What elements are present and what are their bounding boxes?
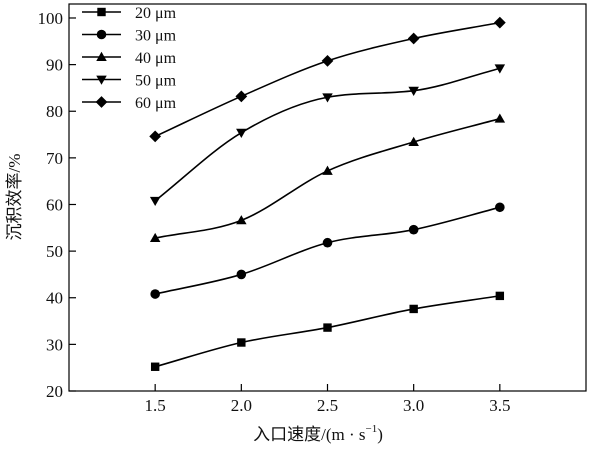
legend-label: 50 μm (135, 73, 177, 90)
x-tick-label: 2.0 (231, 396, 252, 415)
y-tick-label: 40 (46, 289, 63, 308)
legend: 20 μm 30 μm 40 μm 50 μm 60 μm (82, 5, 177, 112)
data-point-series-3 (236, 215, 247, 225)
data-point-series-1 (237, 338, 246, 347)
ticks: 20 30 40 50 60 70 80 90 100 1.5 2.0 2.5 3.0 3.5 (38, 9, 511, 415)
data-point-series-2 (408, 224, 419, 235)
x-tick-label: 3.0 (403, 396, 424, 415)
data-point-series-1 (150, 362, 160, 371)
data-point-series-2 (150, 289, 160, 299)
x-tick-label: 3.5 (489, 396, 510, 415)
data-point-series-5 (321, 55, 334, 67)
y-tick-label: 100 (38, 9, 64, 28)
data-point-series-1 (323, 323, 332, 332)
y-tick-label: 20 (46, 382, 63, 401)
y-tick-label: 30 (46, 335, 63, 354)
data-point-series-5 (493, 16, 506, 29)
x-tick-label: 2.5 (317, 396, 338, 415)
x-axis-title-close: ) (377, 425, 383, 444)
data-point-series-4 (149, 196, 161, 207)
data-point-series-3 (494, 113, 506, 123)
series-lines (154, 21, 501, 368)
data-point-series-5 (235, 90, 248, 103)
legend-label: 30 μm (135, 28, 177, 45)
legend-label: 40 μm (135, 50, 177, 67)
x-axis-title: 入口速度/(m · s−1) (253, 423, 383, 444)
data-point-series-5 (149, 130, 162, 143)
y-tick-label: 90 (46, 56, 63, 75)
y-tick-label: 50 (46, 242, 63, 261)
data-point-series-4 (408, 86, 419, 96)
data-point-series-3 (408, 136, 419, 146)
data-point-series-5 (407, 32, 420, 45)
series-line-4 (154, 67, 501, 202)
data-point-series-4 (236, 128, 247, 138)
y-tick-label: 80 (46, 102, 63, 121)
x-axis-title-superscript: −1 (366, 423, 378, 435)
data-point-series-1 (409, 304, 418, 314)
series-line-2 (154, 206, 501, 295)
legend-label: 20 μm (135, 5, 177, 22)
data-point-series-4 (322, 93, 333, 103)
data-point-series-3 (149, 232, 161, 243)
series-line-3 (155, 117, 501, 239)
y-tick-label: 60 (46, 195, 63, 214)
data-point-series-2 (236, 269, 247, 280)
data-point-series-2 (495, 202, 505, 213)
x-tick-label: 1.5 (145, 396, 166, 415)
data-point-series-4 (494, 64, 506, 74)
data-point-series-2 (322, 237, 333, 248)
data-point-series-3 (322, 165, 333, 175)
legend-marker (95, 96, 108, 108)
legend-label: 60 μm (135, 95, 177, 112)
data-point-series-1 (495, 291, 505, 301)
legend-marker (97, 7, 106, 17)
series-markers (149, 16, 506, 371)
legend-marker (96, 51, 107, 61)
y-tick-label: 70 (46, 149, 63, 168)
legend-marker (96, 29, 107, 40)
legend-marker (96, 75, 107, 85)
y-axis-title: 沉积效率/% (5, 154, 24, 241)
series-line-5 (154, 21, 500, 138)
